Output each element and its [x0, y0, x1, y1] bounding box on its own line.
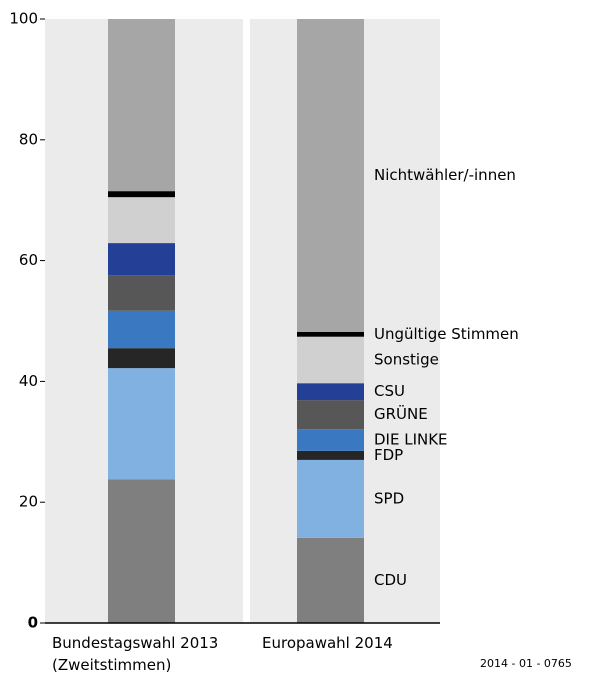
bar-segment — [297, 459, 364, 538]
y-tick-label: 100 — [9, 10, 38, 28]
bar-segment — [297, 336, 364, 384]
bar-segment — [297, 537, 364, 623]
segment-label: DIE LINKE — [374, 430, 448, 448]
bar-segment — [108, 348, 175, 369]
y-tick-label: 80 — [19, 130, 38, 148]
bar-segment — [108, 310, 175, 349]
bar-segment — [108, 191, 175, 198]
segment-label: Ungültige Stimmen — [374, 325, 519, 343]
segment-label: FDP — [374, 446, 403, 464]
y-tick-label: 0 — [28, 614, 38, 632]
segment-label: Sonstige — [374, 350, 439, 368]
bar-segment — [297, 19, 364, 332]
y-tick-label: 20 — [19, 493, 38, 511]
bar-segment — [108, 197, 175, 244]
bar-segment — [108, 368, 175, 480]
y-tick-label: 40 — [19, 372, 38, 390]
segment-label: Nichtwähler/-innen — [374, 166, 516, 184]
y-tick-label: 60 — [19, 251, 38, 269]
bar-segment — [297, 383, 364, 401]
segment-label: CDU — [374, 571, 407, 589]
bar-segment — [297, 400, 364, 430]
bar-segment — [108, 243, 175, 276]
bar-segment — [108, 479, 175, 623]
bar-segment — [297, 429, 364, 451]
bar-segment — [108, 275, 175, 311]
x-tick-label: Bundestagswahl 2013 (Zweitstimmen) — [52, 634, 219, 674]
segment-label: GRÜNE — [374, 404, 428, 423]
segment-label: SPD — [374, 489, 404, 507]
x-tick-label: Europawahl 2014 — [262, 634, 393, 652]
bar-segment — [108, 19, 175, 192]
segment-label: CSU — [374, 382, 405, 400]
bar-segment — [297, 450, 364, 460]
source-note: 2014 - 01 - 0765 — [480, 657, 572, 670]
bar-segment — [297, 331, 364, 337]
